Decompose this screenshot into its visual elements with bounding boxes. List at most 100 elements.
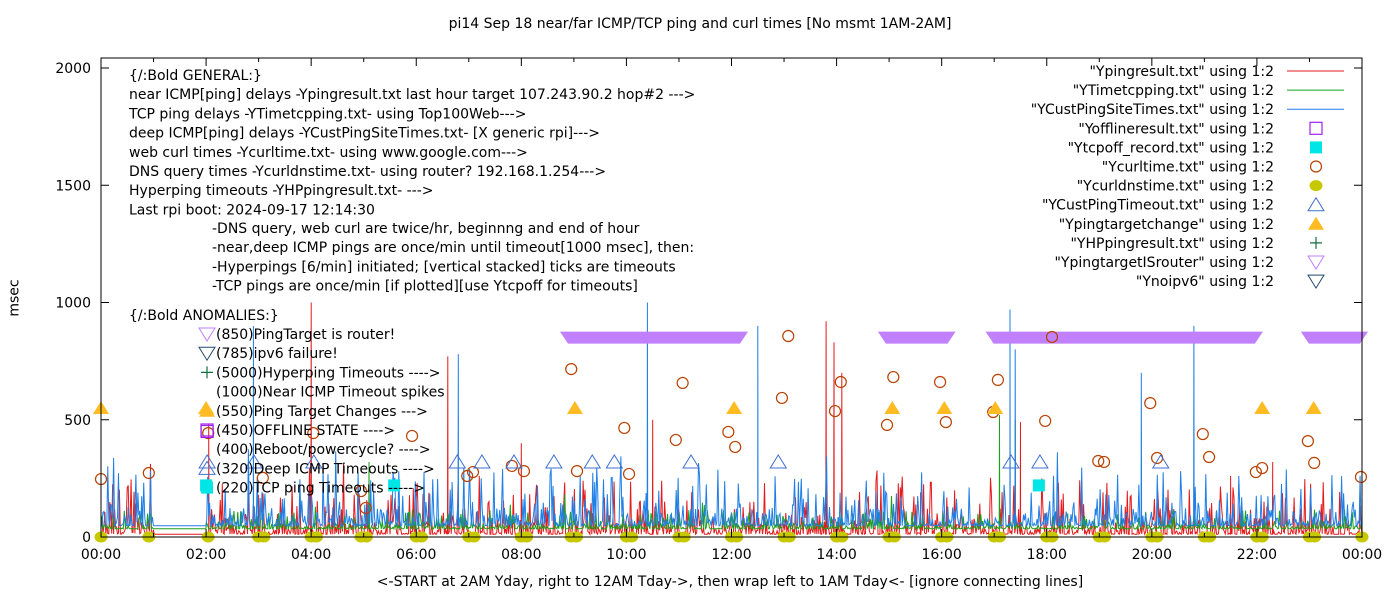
legend-entry-label: "YTimetcpping.txt" using 1:2 bbox=[1073, 83, 1274, 99]
x-tick-label: 06:00 bbox=[396, 547, 436, 563]
point-ycurltime-txt bbox=[729, 440, 742, 454]
x-tick-label: 20:00 bbox=[1132, 547, 1172, 563]
point-ycurltime-txt bbox=[1097, 455, 1111, 469]
point-ypingtargetchange bbox=[987, 401, 1004, 415]
legend-marker-swatch bbox=[1310, 236, 1322, 249]
legend-entry-label: "Ytcpoff_record.txt" using 1:2 bbox=[1068, 140, 1274, 156]
x-tick-label: 02:00 bbox=[186, 547, 226, 563]
point-ycustpingtimeout-txt bbox=[605, 454, 624, 469]
legend-entry-label: "YHPpingresult.txt" using 1:2 bbox=[1070, 236, 1274, 252]
anomaly-marker-icon bbox=[200, 423, 214, 437]
point-ycustpingtimeout-txt bbox=[583, 454, 602, 469]
legend-entry-label: "Yofflineresult.txt" using 1:2 bbox=[1078, 121, 1274, 137]
anomaly-label: (550)Ping Target Changes ---> bbox=[216, 404, 428, 420]
point-ycurltime-txt bbox=[307, 427, 320, 440]
general-subnote-line: -DNS query, web curl are twice/hr, begin… bbox=[212, 221, 640, 237]
point-ycurltime-txt bbox=[354, 484, 368, 498]
router-band-segment bbox=[1300, 331, 1368, 344]
point-ycurltime-txt bbox=[1249, 465, 1262, 479]
point-ycurltime-txt bbox=[1256, 461, 1269, 475]
general-note-line: deep ICMP[ping] delays -YCustPingSiteTim… bbox=[129, 126, 600, 142]
point-ypingtargetchange bbox=[884, 401, 901, 415]
general-subnote-line: -TCP pings are once/min [if plotted][use… bbox=[212, 279, 638, 295]
point-ycurltime-txt bbox=[405, 429, 419, 443]
point-ycurltime-txt bbox=[565, 362, 578, 376]
point-ycurltime-txt bbox=[1092, 454, 1105, 468]
point-ycurltime-txt bbox=[669, 433, 682, 447]
y-tick-label: 500 bbox=[64, 413, 91, 429]
anomaly-label: (1000)Near ICMP Timeout spikes bbox=[216, 385, 445, 401]
x-tick-label: 10:00 bbox=[606, 547, 646, 563]
legend-entry-label: "YpingtargetISrouter" using 1:2 bbox=[1054, 255, 1274, 271]
general-note-line: Last rpi boot: 2024-09-17 12:14:30 bbox=[129, 202, 375, 218]
point-ycurltime-txt bbox=[570, 465, 584, 478]
point-ycurltime-txt bbox=[939, 415, 952, 429]
point-ycurltime-txt bbox=[1301, 434, 1314, 448]
point-ycustpingtimeout-txt bbox=[682, 454, 700, 469]
point-ycustpingtimeout-txt bbox=[245, 454, 263, 469]
point-ycurltime-txt bbox=[676, 376, 689, 390]
legend-entry-label: "Ycurldnstime.txt" using 1:2 bbox=[1077, 179, 1274, 195]
legend-marker-swatch bbox=[1307, 274, 1325, 290]
x-tick-label: 04:00 bbox=[291, 547, 331, 563]
anomaly-marker-icon bbox=[198, 327, 216, 342]
marker-layer bbox=[93, 329, 1369, 543]
legend-marker-swatch bbox=[1309, 160, 1323, 173]
anomaly-marker-icon bbox=[198, 346, 216, 362]
legend-layer: "Ypingresult.txt" using 1:2 "YTimetcpping… bbox=[1031, 64, 1344, 290]
general-note-line: near ICMP[ping] delays -Ypingresult.txt … bbox=[129, 87, 695, 103]
point-ycustpingtimeout-txt bbox=[769, 454, 788, 469]
point-ycurltime-txt bbox=[1039, 414, 1052, 428]
anomaly-marker-icon bbox=[198, 460, 216, 475]
point-ycustpingtimeout-txt bbox=[448, 454, 467, 469]
router-band-segment bbox=[559, 331, 749, 344]
chart-title: pi14 Sep 18 near/far ICMP/TCP ping and c… bbox=[448, 16, 952, 32]
point-ycurltime-txt bbox=[359, 501, 372, 515]
anomaly-marker-icon bbox=[201, 366, 213, 379]
point-ycurltime-txt bbox=[880, 418, 894, 432]
router-band-segment bbox=[985, 331, 1263, 344]
anomaly-marker-icon bbox=[201, 481, 213, 494]
point-ycurltime-txt bbox=[466, 465, 480, 479]
x-tick-label: 00:00 bbox=[81, 547, 121, 563]
general-note-line: {/:Bold GENERAL:} bbox=[129, 68, 262, 84]
anomaly-label: (450)OFFLINE STATE ----> bbox=[216, 423, 395, 439]
legend-marker-swatch bbox=[1308, 216, 1324, 230]
anomalies-title: {/:Bold ANOMALIES:} bbox=[129, 308, 279, 324]
point-ycurltime-txt bbox=[991, 373, 1004, 386]
y-tick-label: 1500 bbox=[55, 178, 91, 194]
anomaly-marker-icon bbox=[199, 403, 215, 417]
x-tick-label: 16:00 bbox=[921, 547, 961, 563]
point-ypingtargetchange bbox=[566, 401, 583, 415]
annotation-layer: {/:Bold GENERAL:} near ICMP[ping] delays … bbox=[128, 68, 695, 497]
legend-entry-label: "Ypingresult.txt" using 1:2 bbox=[1089, 64, 1274, 80]
general-note-line: Hyperping timeouts -YHPpingresult.txt- -… bbox=[129, 183, 434, 199]
legend-marker-swatch bbox=[1307, 255, 1325, 270]
point-ycustpingtimeout-txt bbox=[1151, 454, 1170, 469]
series-line-ycustpingsitetimes-txt bbox=[100, 302, 1362, 528]
router-band-segment bbox=[877, 331, 956, 344]
anomaly-label: (320)Deep ICMP Timeouts ----> bbox=[216, 461, 435, 477]
point-ycustpingtimeout-txt bbox=[473, 454, 491, 469]
general-subnote-line: -near,deep ICMP pings are once/min until… bbox=[212, 240, 694, 256]
x-axis-label: <-START at 2AM Yday, right to 12AM Tday-… bbox=[376, 574, 1084, 590]
x-tick-label: 00:00 bbox=[1342, 547, 1382, 563]
general-note-line: DNS query times -Ycurldnstime.txt- using… bbox=[129, 164, 606, 180]
legend-entry-label: "Ypingtargetchange" using 1:2 bbox=[1059, 217, 1274, 233]
point-ycurltime-txt bbox=[505, 459, 518, 473]
anomaly-label: (400)Reboot/powercycle? ----> bbox=[216, 442, 431, 458]
x-tick-label: 08:00 bbox=[501, 547, 541, 563]
point-ycurltime-txt bbox=[933, 375, 947, 389]
legend-marker-swatch bbox=[1310, 141, 1322, 154]
point-ycurltime-txt bbox=[828, 404, 842, 418]
anomaly-label: (850)PingTarget is router! bbox=[216, 327, 395, 343]
point-ytcpoff_record-txt bbox=[388, 479, 401, 492]
point-ycurltime-txt bbox=[782, 329, 795, 343]
x-tick-label: 12:00 bbox=[711, 547, 751, 563]
general-note-line: TCP ping delays -YTimetcpping.txt- using… bbox=[128, 106, 526, 122]
legend-marker-swatch bbox=[1307, 196, 1325, 212]
general-subnote-line: -Hyperpings [6/min] initiated; [vertical… bbox=[212, 259, 676, 275]
point-ycurltime-txt bbox=[887, 370, 900, 384]
legend-marker-swatch bbox=[1309, 180, 1323, 192]
